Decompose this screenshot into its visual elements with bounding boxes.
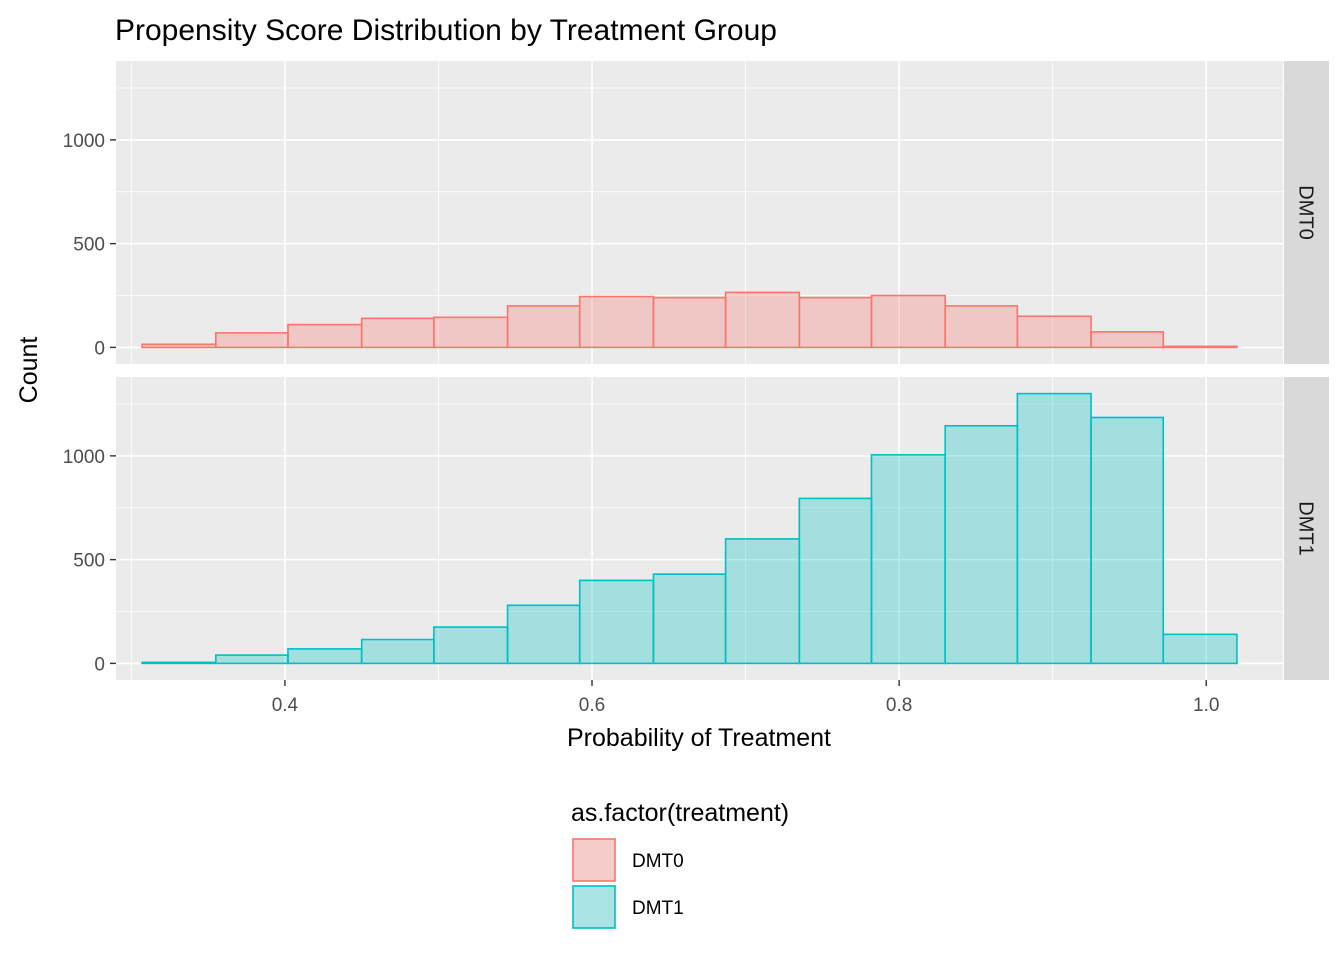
legend-key-background: [573, 839, 615, 881]
legend-key-dmt1: [572, 885, 616, 929]
legend-label-dmt0: DMT0: [632, 851, 684, 872]
histogram-bar-dmt0: [141, 343, 217, 349]
panel-dmt0: 0 500 1000 DMT0: [63, 61, 1329, 364]
chart-title: Propensity Score Distribution by Treatme…: [115, 14, 777, 47]
facet-panels: 0 500 1000 DMT0 0 500 1000 DMT1: [63, 61, 1329, 680]
histogram-bar-dmt1: [652, 573, 727, 665]
y-axis-title: Count: [15, 337, 43, 404]
histogram-bar-dmt0: [287, 323, 363, 349]
legend-label-dmt1: DMT1: [632, 898, 684, 919]
legend-key-background: [573, 886, 615, 928]
histogram-bar-dmt0: [870, 294, 946, 349]
histogram-bar-dmt0: [433, 316, 509, 349]
x-tick-label: 1.0: [1193, 695, 1219, 716]
histogram-bar-dmt1: [287, 648, 363, 665]
legend-title: as.factor(treatment): [571, 799, 789, 827]
histogram-bar-dmt1: [798, 497, 873, 665]
histogram-bar-dmt1: [215, 654, 289, 665]
x-tick-label: 0.4: [272, 695, 299, 716]
y-tick-label: 500: [73, 235, 105, 256]
x-tick-label: 0.6: [579, 695, 605, 716]
histogram-bar-dmt1: [141, 661, 217, 665]
legend: as.factor(treatment) DMT0 DMT1: [571, 799, 789, 929]
histogram-bar-dmt0: [360, 317, 435, 349]
panel-background: [116, 61, 1283, 364]
histogram-bar-dmt1: [506, 604, 581, 665]
histogram-bar-dmt0: [798, 296, 873, 349]
histogram-bar-dmt1: [1016, 392, 1092, 665]
histogram-bar-dmt0: [724, 291, 801, 349]
facet-strip: [1284, 61, 1329, 364]
histogram-bar-dmt0: [652, 296, 727, 349]
histogram-bar-dmt0: [578, 295, 655, 349]
histogram-bar-dmt0: [1090, 331, 1165, 349]
histogram-bar-dmt1: [724, 538, 801, 665]
histogram-bar-dmt1: [578, 579, 655, 665]
histogram-bar-dmt1: [360, 638, 435, 665]
x-axis-title: Probability of Treatment: [567, 724, 831, 752]
legend-key-dmt0: [572, 838, 616, 882]
histogram-bar-dmt0: [1016, 315, 1092, 349]
facet-strip: [1284, 377, 1329, 680]
facet-strip-label: DMT0: [1295, 185, 1317, 239]
histogram-bar-dmt0: [215, 332, 289, 349]
y-tick-label: 0: [94, 654, 105, 675]
y-tick-label: 1000: [63, 447, 105, 468]
panel-dmt1: 0 500 1000 DMT1: [63, 377, 1329, 680]
y-tick-label: 500: [73, 551, 105, 572]
histogram-bar-dmt1: [870, 454, 946, 665]
histogram-bar-dmt0: [944, 305, 1019, 349]
x-tick-label: 0.8: [886, 695, 912, 716]
panel-background: [116, 377, 1283, 680]
x-axis: 0.4 0.6 0.8 1.0: [272, 680, 1219, 716]
y-tick-label: 0: [94, 338, 105, 359]
y-tick-label: 1000: [63, 131, 105, 152]
facet-strip-label: DMT1: [1295, 501, 1317, 555]
histogram-bar-dmt1: [433, 626, 509, 665]
histogram-bar-dmt1: [1090, 416, 1165, 665]
histogram-bar-dmt0: [506, 305, 581, 349]
histogram-bar-dmt1: [1162, 633, 1238, 665]
histogram-bar-dmt0: [1162, 345, 1238, 349]
histogram-bar-dmt1: [944, 424, 1019, 665]
